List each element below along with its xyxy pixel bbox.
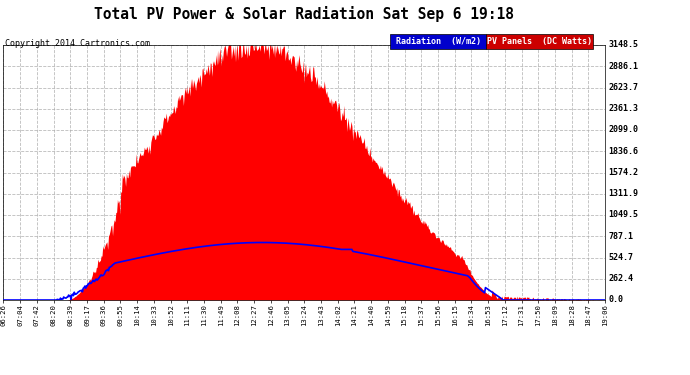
Text: 2361.3: 2361.3	[609, 104, 638, 113]
Text: Copyright 2014 Cartronics.com: Copyright 2014 Cartronics.com	[5, 39, 150, 48]
Text: 524.7: 524.7	[609, 253, 633, 262]
Text: 2886.1: 2886.1	[609, 62, 638, 71]
Text: Radiation  (W/m2): Radiation (W/m2)	[395, 37, 481, 46]
Text: 2099.0: 2099.0	[609, 126, 638, 135]
Text: 1049.5: 1049.5	[609, 210, 638, 219]
Text: 1311.9: 1311.9	[609, 189, 638, 198]
Text: 0.0: 0.0	[609, 296, 624, 304]
Text: 787.1: 787.1	[609, 232, 633, 241]
Text: 2623.7: 2623.7	[609, 83, 638, 92]
Text: PV Panels  (DC Watts): PV Panels (DC Watts)	[487, 37, 593, 46]
Text: 1574.2: 1574.2	[609, 168, 638, 177]
Text: 1836.6: 1836.6	[609, 147, 638, 156]
Text: 3148.5: 3148.5	[609, 40, 638, 50]
Text: Total PV Power & Solar Radiation Sat Sep 6 19:18: Total PV Power & Solar Radiation Sat Sep…	[94, 6, 513, 22]
Text: 262.4: 262.4	[609, 274, 633, 283]
